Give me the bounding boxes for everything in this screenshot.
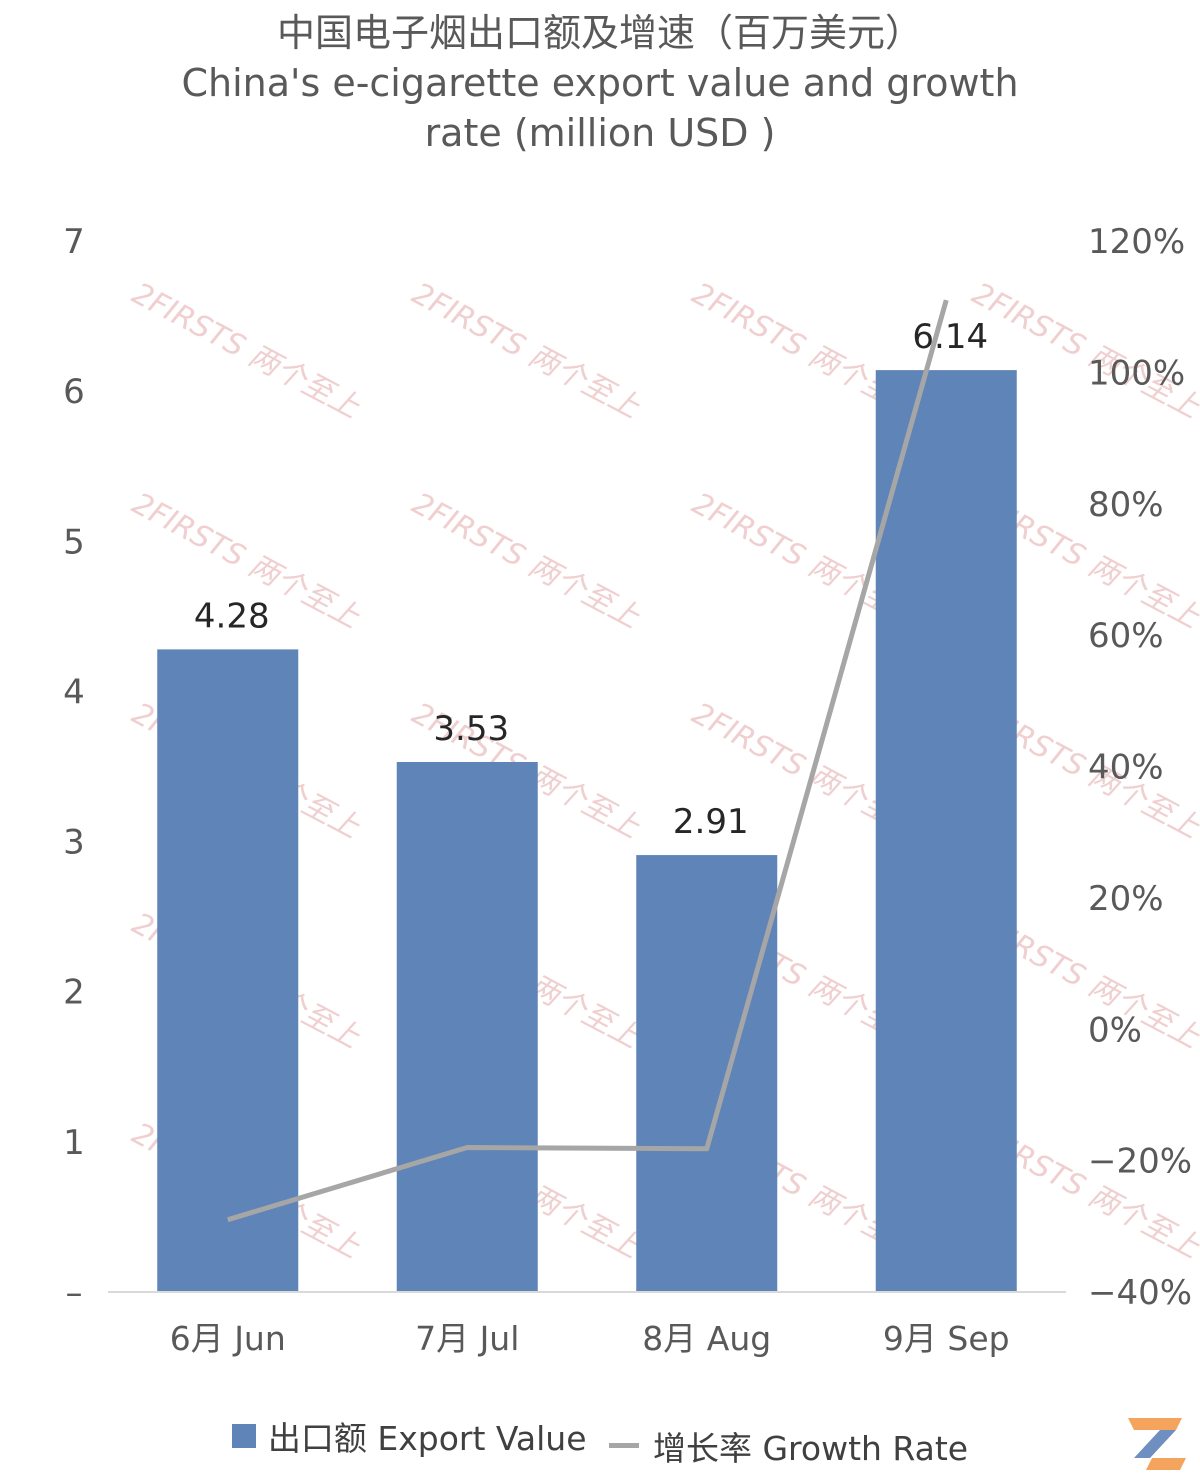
bar-label-2: 2.91 <box>673 802 749 842</box>
bar-3 <box>875 370 1017 1292</box>
watermark-text: 2FIRSTS 两个至上 <box>406 276 646 426</box>
bar-series <box>157 370 1017 1292</box>
x-label-1: 7月 Jul <box>415 1319 519 1358</box>
right-tick-0: −40% <box>1088 1273 1192 1313</box>
brand-logo-icon <box>1128 1418 1186 1470</box>
left-tick-0: – <box>66 1273 83 1313</box>
left-tick-7: 7 <box>63 222 85 262</box>
right-axis-ticks: −40% −20% 0% 20% 40% 60% 80% 100% 120% <box>1088 222 1192 1313</box>
chart-title-en-2: rate (million USD ) <box>424 111 776 155</box>
bar-label-1: 3.53 <box>433 709 509 749</box>
right-tick-3: 20% <box>1088 879 1164 919</box>
right-tick-1: −20% <box>1088 1142 1192 1182</box>
growth-rate-line <box>227 299 949 1223</box>
left-tick-4: 4 <box>63 672 85 712</box>
bar-2 <box>636 855 778 1292</box>
legend-label-export: 出口额 Export Value <box>267 1419 587 1458</box>
left-tick-2: 2 <box>63 973 85 1013</box>
watermark-text: 2FIRSTS 两个至上 <box>406 486 646 636</box>
legend-label-growth: 增长率 Growth Rate <box>653 1428 969 1468</box>
right-tick-5: 60% <box>1088 616 1164 656</box>
left-tick-5: 5 <box>63 522 85 562</box>
legend: 出口额 Export Value 增长率 Growth Rate <box>0 1412 1200 1470</box>
legend-swatch-line <box>609 1443 639 1448</box>
left-tick-1: 1 <box>63 1123 85 1163</box>
left-axis-ticks: – 1 2 3 4 5 6 7 <box>63 222 85 1313</box>
legend-swatch-bar <box>231 1424 256 1448</box>
right-tick-4: 40% <box>1088 748 1164 788</box>
x-label-0: 6月 Jun <box>170 1319 286 1358</box>
right-tick-8: 120% <box>1088 222 1185 262</box>
x-label-2: 8月 Aug <box>642 1319 771 1358</box>
bar-label-3: 6.14 <box>912 317 988 357</box>
left-tick-6: 6 <box>63 372 85 412</box>
chart-title: 中国电子烟出口额及增速（百万美元） China's e-cigarette ex… <box>0 8 1200 158</box>
x-label-3: 9月 Sep <box>883 1319 1010 1358</box>
watermark-text: 2FIRSTS 两个至上 <box>126 276 366 426</box>
legend-item-growth: 增长率 Growth Rate <box>609 1422 968 1470</box>
x-axis-labels: 6月 Jun 7月 Jul 8月 Aug 9月 Sep <box>170 1319 1010 1358</box>
bar-1 <box>396 761 538 1292</box>
right-tick-7: 100% <box>1088 353 1185 393</box>
right-tick-6: 80% <box>1088 485 1164 525</box>
bar-label-0: 4.28 <box>194 596 270 636</box>
left-tick-3: 3 <box>63 823 85 863</box>
bar-data-labels: 4.28 3.53 2.91 6.14 <box>194 317 988 842</box>
bar-0 <box>157 649 299 1292</box>
right-tick-2: 0% <box>1088 1010 1142 1050</box>
chart-title-en-1: China's e-cigarette export value and gro… <box>181 61 1019 105</box>
legend-item-export: 出口额 Export Value <box>231 1412 587 1460</box>
chart-title-cn: 中国电子烟出口额及增速（百万美元） <box>276 11 923 55</box>
